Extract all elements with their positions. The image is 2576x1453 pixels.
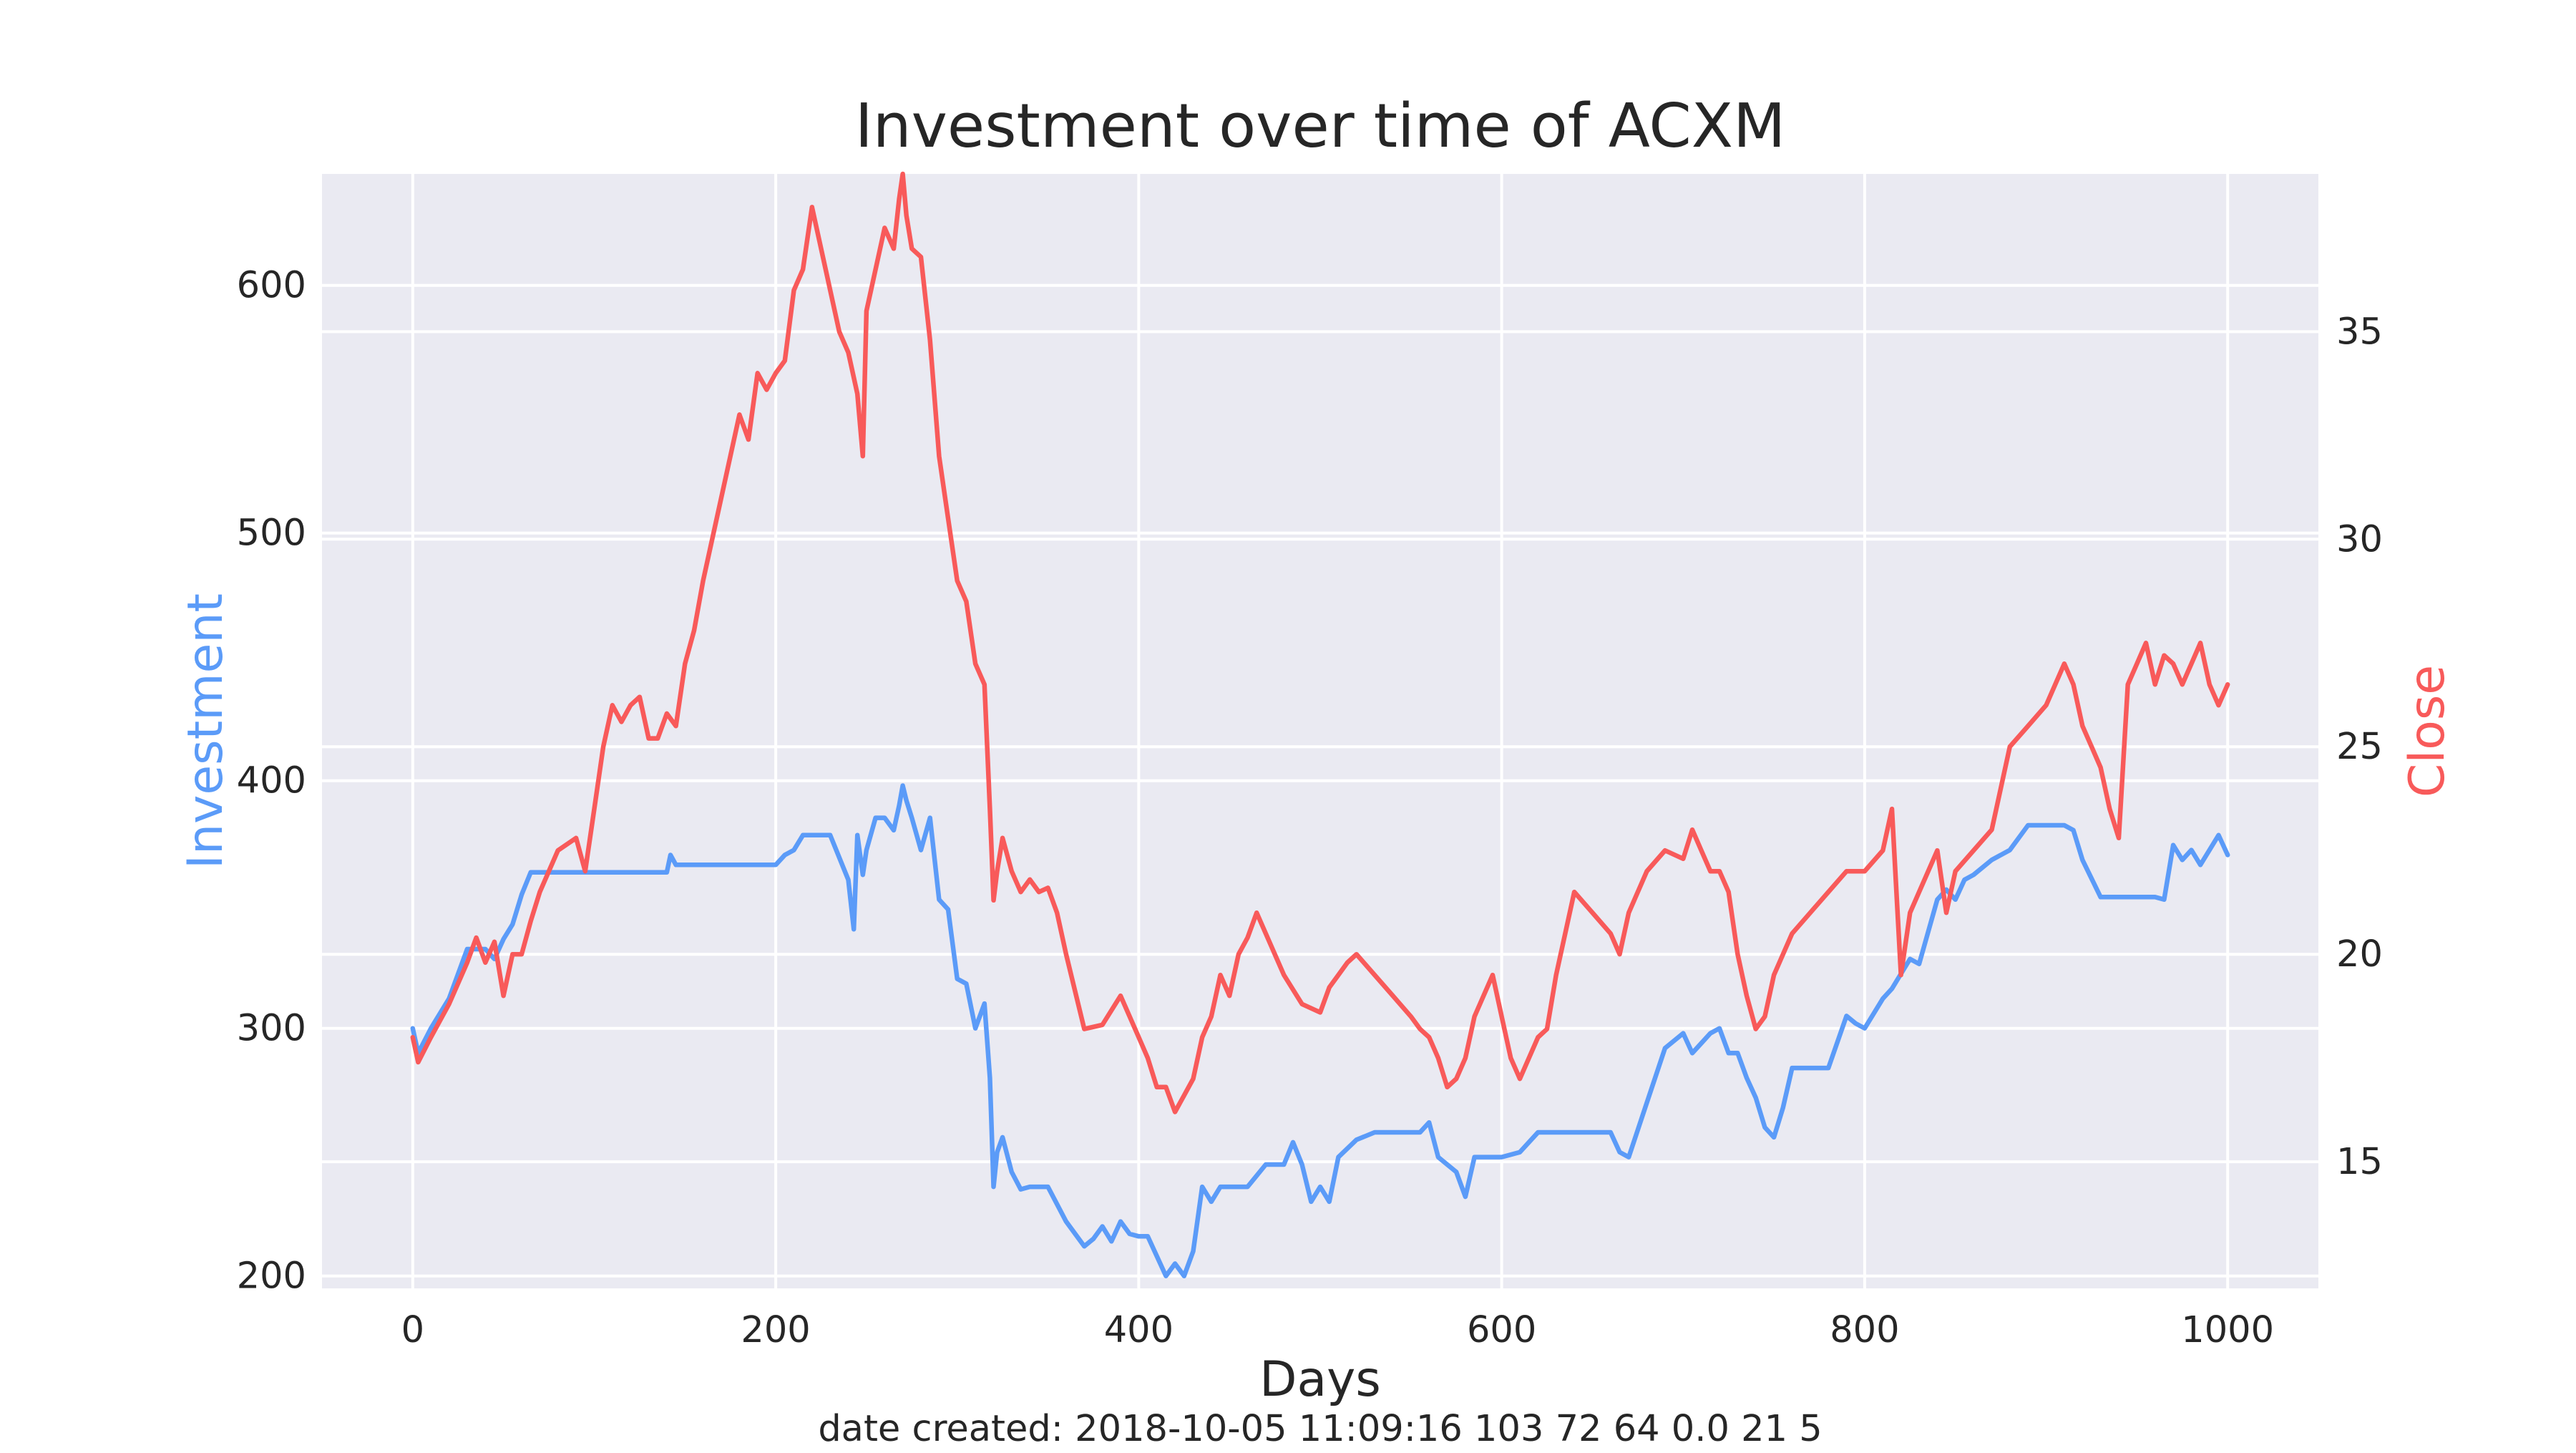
x-axis-label: Days [1259, 1351, 1381, 1408]
y-axis-left-label: Investment [177, 593, 234, 869]
y-left-tick-label: 300 [237, 1008, 306, 1050]
series-line-investment [410, 783, 2230, 1278]
y-left-tick-label: 600 [237, 265, 306, 307]
y-right-tick-label: 15 [2336, 1141, 2383, 1183]
y-left-tick-label: 200 [237, 1255, 306, 1298]
tick-labels: 0 200 400 600 800 1000 200 300 400 500 600 15 20 25 30… [237, 265, 2383, 1351]
x-tick-label: 400 [1104, 1309, 1174, 1351]
y-right-tick-label: 30 [2336, 518, 2383, 560]
y-right-tick-label: 20 [2336, 933, 2383, 976]
y-axis-right-label: Close [2399, 665, 2456, 797]
x-tick-label: 800 [1830, 1309, 1899, 1351]
y-left-tick-label: 500 [237, 512, 306, 555]
x-tick-label: 1000 [2181, 1309, 2274, 1351]
y-left-tick-label: 400 [237, 760, 306, 802]
series-layer [410, 171, 2230, 1278]
grid [322, 174, 2318, 1288]
y-right-tick-label: 25 [2336, 726, 2383, 768]
series-line-close [410, 171, 2230, 1114]
footnote: date created: 2018-10-05 11:09:16 103 72… [818, 1408, 1822, 1449]
y-right-tick-label: 35 [2336, 311, 2383, 353]
plot-area [322, 174, 2318, 1288]
chart-title: Investment over time of ACXM [855, 91, 1786, 162]
x-tick-label: 200 [741, 1309, 810, 1351]
x-tick-label: 0 [401, 1309, 424, 1351]
x-tick-label: 600 [1467, 1309, 1536, 1351]
